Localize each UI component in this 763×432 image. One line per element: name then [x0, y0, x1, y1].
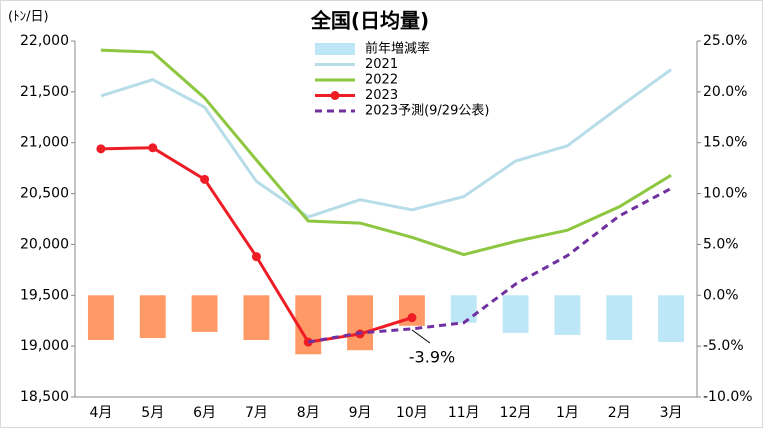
legend-marker	[330, 91, 340, 100]
bar	[347, 295, 374, 351]
x-tick-label: 11月	[448, 405, 480, 421]
x-tick-label: 2月	[608, 405, 631, 421]
y2-tick-label: 20.0%	[703, 84, 747, 100]
y-tick-label: 21,000	[20, 135, 69, 151]
x-tick-label: 9月	[349, 405, 372, 421]
y2-tick-label: -10.0%	[703, 389, 753, 405]
y-axis-label: (ﾄﾝ/日)	[8, 10, 49, 25]
line	[100, 68, 672, 219]
point	[148, 143, 158, 153]
point	[407, 313, 417, 323]
legend-swatch	[315, 43, 355, 55]
bar	[87, 295, 114, 341]
legend-label: 2022	[365, 73, 398, 88]
bar	[658, 295, 685, 343]
bar	[139, 295, 166, 339]
bar	[554, 295, 581, 335]
bar	[502, 295, 529, 333]
annotation-leader	[411, 329, 431, 344]
chart-title: 全国(日均量)	[310, 9, 429, 33]
legend-label: 2023	[365, 88, 398, 103]
x-tick-label: 1月	[556, 405, 579, 421]
x-tick-label: 12月	[500, 405, 532, 421]
y2-tick-label: 0.0%	[703, 287, 739, 303]
point	[251, 252, 261, 262]
y-tick-label: 20,000	[20, 236, 69, 252]
y2-tick-label: 25.0%	[703, 33, 747, 49]
line	[100, 48, 672, 257]
y-tick-label: 19,000	[20, 338, 69, 354]
point	[200, 174, 210, 184]
x-tick-label: 6月	[193, 405, 216, 421]
y2-tick-label: 10.0%	[703, 186, 747, 202]
annotation: -3.9%	[409, 348, 455, 367]
y2-tick-label: 15.0%	[703, 135, 747, 151]
y2-tick-label: 5.0%	[703, 236, 739, 252]
x-tick-label: 4月	[89, 405, 112, 421]
x-tick-label: 8月	[297, 405, 320, 421]
legend-label: 2023予測(9/29公表)	[365, 104, 489, 119]
x-tick-label: 7月	[245, 405, 268, 421]
legend-label: 前年増減率	[365, 41, 430, 57]
y-tick-label: 18,500	[20, 389, 69, 405]
point	[96, 144, 106, 154]
y-tick-label: 19,500	[20, 287, 69, 303]
line	[307, 187, 672, 344]
bar	[191, 295, 218, 332]
x-tick-label: 3月	[660, 405, 683, 421]
y-tick-label: 22,000	[20, 33, 69, 49]
x-tick-label: 5月	[141, 405, 164, 421]
x-tick-label: 10月	[396, 405, 428, 421]
bar	[450, 295, 477, 323]
bar	[243, 295, 270, 341]
y2-tick-label: -5.0%	[703, 338, 744, 354]
legend-label: 2021	[365, 57, 398, 72]
y-tick-label: 20,500	[20, 186, 69, 202]
bar	[606, 295, 633, 341]
y-tick-label: 21,500	[20, 84, 69, 100]
